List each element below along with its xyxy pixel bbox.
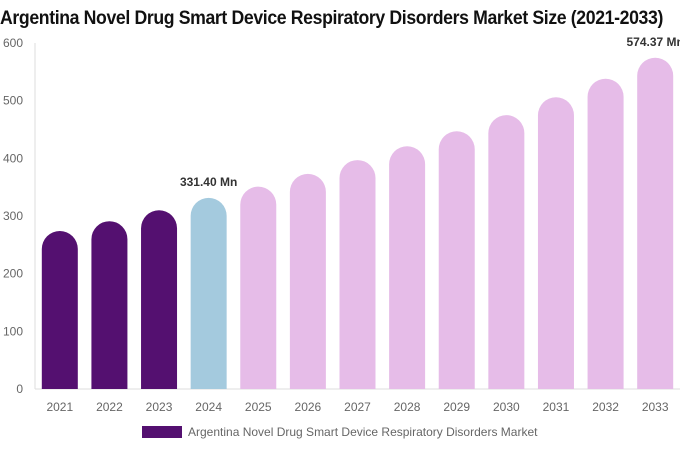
x-tick-label: 2027: [344, 400, 371, 414]
bar-chart: 0 100 200 300 400 500 600 2021 2022 2023 2024 2025 2…: [3, 35, 680, 414]
bar: [637, 57, 674, 389]
legend-swatch: [142, 426, 182, 438]
y-tick-label: 0: [16, 382, 23, 396]
legend-label: Argentina Novel Drug Smart Device Respir…: [188, 425, 538, 439]
data-label: 574.37 Mn: [627, 35, 680, 49]
bar: [389, 146, 426, 389]
y-tick-label: 300: [3, 209, 23, 223]
y-tick-label: 100: [3, 324, 23, 338]
bar: [41, 231, 78, 389]
x-tick-label: 2024: [195, 400, 222, 414]
y-tick-label: 500: [3, 94, 23, 108]
x-tick-label: 2032: [592, 400, 619, 414]
bar: [537, 97, 574, 389]
bar: [91, 221, 128, 389]
x-tick-label: 2025: [245, 400, 272, 414]
x-tick-label: 2030: [493, 400, 520, 414]
x-tick-label: 2031: [543, 400, 570, 414]
x-tick-label: 2029: [443, 400, 470, 414]
bar: [587, 78, 624, 389]
y-tick-label: 200: [3, 267, 23, 281]
chart-title: Argentina Novel Drug Smart Device Respir…: [0, 8, 663, 29]
x-tick-label: 2022: [96, 400, 123, 414]
bar: [488, 115, 525, 389]
y-tick-label: 600: [3, 36, 23, 50]
y-tick-label: 400: [3, 151, 23, 165]
data-label: 331.40 Mn: [180, 175, 237, 189]
bar: [190, 197, 227, 389]
x-tick-label: 2023: [146, 400, 173, 414]
legend: Argentina Novel Drug Smart Device Respir…: [142, 425, 537, 439]
x-tick-label: 2026: [295, 400, 322, 414]
x-tick-label: 2028: [394, 400, 421, 414]
bar: [289, 173, 326, 389]
x-tick-label: 2033: [642, 400, 669, 414]
x-tick-label: 2021: [46, 400, 73, 414]
bar: [339, 160, 376, 389]
bar: [438, 131, 475, 390]
bar: [240, 186, 277, 389]
bar: [141, 210, 178, 389]
